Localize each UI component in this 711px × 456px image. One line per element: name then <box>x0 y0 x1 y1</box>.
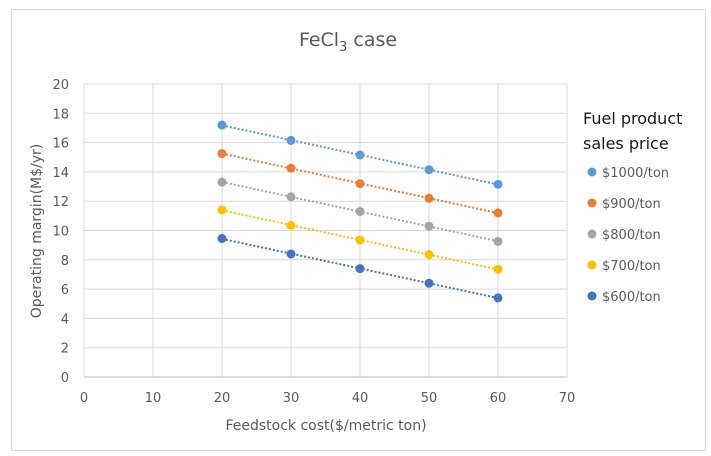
x-tick-label: 60 <box>490 391 507 406</box>
title-suffix: case <box>347 29 397 51</box>
legend-marker <box>587 198 597 208</box>
data-point <box>493 208 503 218</box>
y-tick-label: 0 <box>61 371 69 386</box>
y-tick-label: 14 <box>52 166 69 181</box>
data-point <box>286 135 296 145</box>
data-point <box>217 177 227 187</box>
data-point <box>424 193 434 203</box>
x-tick-labels: 0 10 20 30 40 50 60 70 <box>80 391 575 406</box>
data-point <box>424 221 434 231</box>
data-point <box>424 165 434 175</box>
legend-entry: $700/ton <box>602 259 661 274</box>
data-point <box>493 236 503 246</box>
x-tick-label: 50 <box>421 391 438 406</box>
data-point <box>286 192 296 202</box>
x-tick-label: 10 <box>145 391 162 406</box>
y-tick-label: 10 <box>52 225 69 240</box>
data-point <box>355 206 365 216</box>
x-tick-label: 0 <box>80 391 88 406</box>
data-point <box>424 278 434 288</box>
legend-entry: $900/ton <box>602 197 661 212</box>
title-subscript: 3 <box>339 40 347 55</box>
data-point <box>217 149 227 159</box>
data-point <box>355 264 365 274</box>
data-point <box>355 235 365 245</box>
data-point <box>493 293 503 303</box>
data-points <box>217 120 503 303</box>
x-tick-label: 40 <box>352 391 369 406</box>
gridlines <box>83 83 568 378</box>
data-point <box>286 249 296 259</box>
legend-entry: $1000/ton <box>602 166 669 181</box>
data-point <box>286 220 296 230</box>
y-tick-label: 18 <box>52 107 69 122</box>
x-axis-label: Feedstock cost($/metric ton) <box>225 418 426 434</box>
y-tick-label: 16 <box>52 137 69 152</box>
y-tick-label: 20 <box>52 78 69 93</box>
legend-marker <box>587 167 597 177</box>
legend-marker <box>587 260 597 270</box>
data-point <box>493 264 503 274</box>
data-point <box>424 250 434 260</box>
data-point <box>286 163 296 173</box>
title-text: FeCl <box>299 29 339 51</box>
legend-marker <box>587 229 597 239</box>
y-tick-labels: 0 2 4 6 8 10 12 14 16 18 20 <box>52 78 69 386</box>
legend-title-line2: sales price <box>583 134 669 153</box>
y-tick-label: 12 <box>52 195 69 210</box>
legend: $1000/ton $900/ton $800/ton $700/ton $600/to… <box>587 166 669 305</box>
legend-marker <box>587 291 597 301</box>
data-point <box>355 150 365 160</box>
y-axis-label: Operating margin(M$/yr) <box>29 144 45 319</box>
data-point <box>217 234 227 244</box>
x-tick-label: 70 <box>559 391 576 406</box>
y-tick-label: 6 <box>61 283 69 298</box>
x-tick-label: 30 <box>283 391 300 406</box>
chart-title: FeCl3 case <box>299 29 397 55</box>
data-point <box>355 179 365 189</box>
x-tick-label: 20 <box>214 391 231 406</box>
y-tick-label: 2 <box>61 342 69 357</box>
y-tick-label: 8 <box>61 254 69 269</box>
legend-title-line1: Fuel product <box>583 109 682 128</box>
data-point <box>217 205 227 215</box>
data-point <box>217 120 227 130</box>
legend-entry: $600/ton <box>602 290 661 305</box>
legend-entry: $800/ton <box>602 228 661 243</box>
data-point <box>493 179 503 189</box>
y-tick-label: 4 <box>61 312 69 327</box>
